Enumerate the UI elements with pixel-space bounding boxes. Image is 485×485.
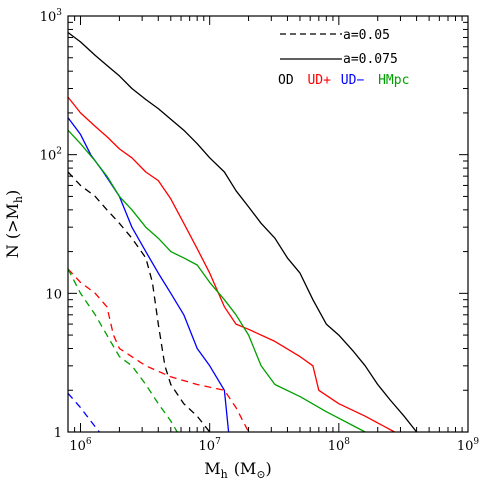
legend-label-a005: a=0.05: [343, 28, 390, 43]
x-axis-title: Mh (M⊙): [204, 459, 272, 481]
x-tick-label: 108: [328, 437, 351, 454]
y-tick-label: 10: [45, 287, 62, 302]
series-line-4: [67, 171, 211, 433]
series-line-1: [67, 96, 395, 433]
y-tick-label: 102: [40, 147, 62, 164]
legend-label-hmpc: HMpc: [378, 73, 409, 88]
series-line-3: [67, 129, 366, 433]
y-axis-title-main: N (>M: [3, 203, 22, 258]
y-axis-title-sub: h: [12, 196, 25, 203]
x-axis-title-unit: (M: [234, 459, 257, 478]
x-tick-label: 107: [199, 437, 222, 454]
x-axis-title-sub: h: [221, 468, 228, 481]
legend-label-udminus: UD−: [341, 73, 365, 88]
ticks-layer: [67, 15, 469, 433]
legend: a=0.05 a=0.075 OD UD+ UD− HMpc: [278, 28, 409, 88]
legend-label-udplus: UD+: [307, 73, 331, 88]
legend-label-a0075: a=0.075: [343, 52, 398, 67]
series-line-5: [67, 268, 250, 433]
series-line-0: [67, 31, 418, 433]
series-line-7: [67, 392, 100, 433]
legend-label-od: OD: [278, 73, 294, 88]
x-tick-label: 106: [69, 437, 92, 454]
x-axis-title-main: M: [204, 459, 220, 478]
x-axis-title-unit-sub: ⊙: [256, 468, 265, 481]
series-line-6: [67, 268, 178, 433]
plot-frame: [67, 15, 469, 433]
series-layer: [67, 31, 418, 433]
y-tick-label: 103: [40, 8, 63, 25]
legend-color-labels: OD UD+ UD− HMpc: [278, 73, 409, 88]
x-tick-label: 109: [457, 437, 480, 454]
x-axis-title-unit-close: ): [266, 459, 272, 478]
y-axis-title: N (>Mh): [3, 190, 25, 258]
y-axis-title-close: ): [3, 190, 22, 196]
y-tick-label: 1: [54, 426, 62, 441]
